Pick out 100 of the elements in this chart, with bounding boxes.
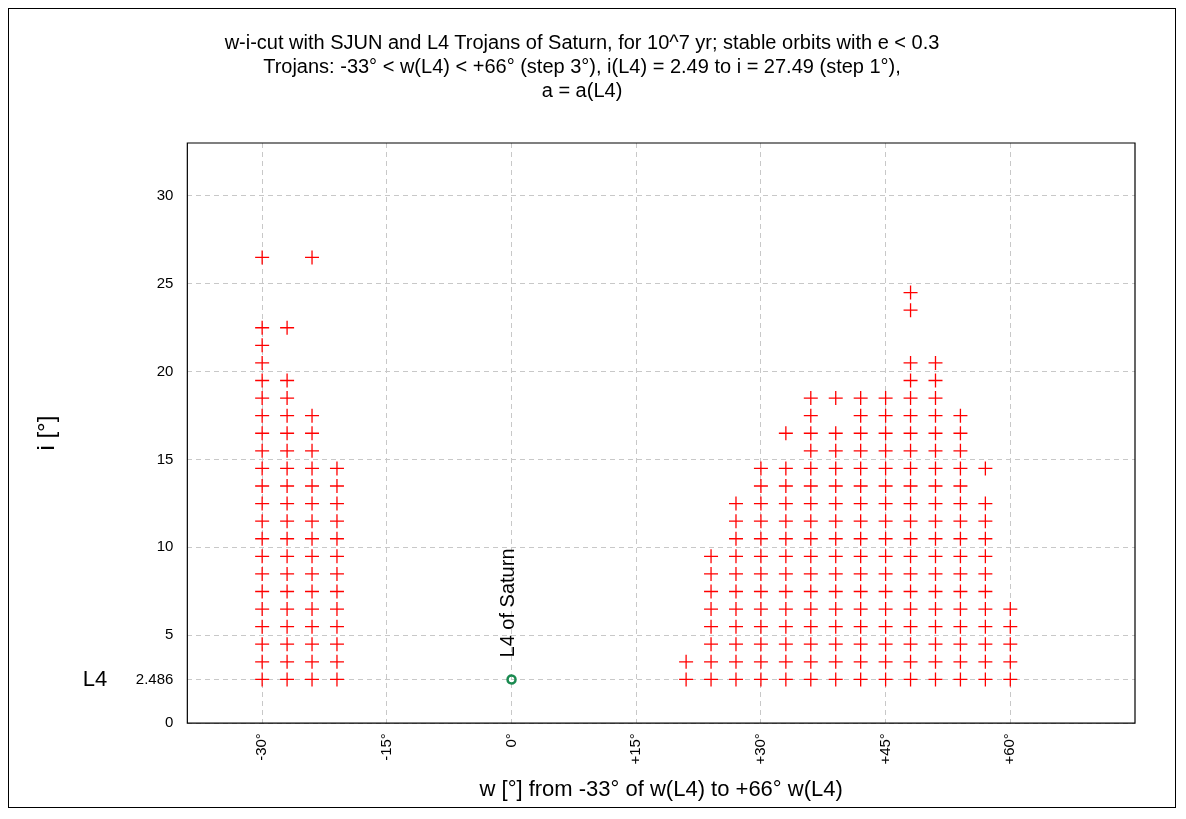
point xyxy=(279,320,295,336)
point xyxy=(853,636,869,652)
y-tick-label: 10 xyxy=(156,537,174,555)
point xyxy=(803,460,819,477)
point xyxy=(329,636,345,652)
point xyxy=(803,495,819,512)
point xyxy=(728,601,744,617)
point xyxy=(927,355,944,371)
point xyxy=(279,513,295,529)
x-tick-label: +30° xyxy=(751,733,769,765)
point xyxy=(254,249,270,266)
point xyxy=(254,390,270,406)
point xyxy=(279,566,295,582)
x-tick-label: 0° xyxy=(501,733,519,748)
point xyxy=(927,601,944,617)
point xyxy=(952,601,969,617)
point xyxy=(828,478,844,494)
point xyxy=(952,408,969,424)
point xyxy=(753,583,769,600)
point xyxy=(254,372,270,389)
point xyxy=(952,495,969,512)
point xyxy=(828,654,844,670)
point xyxy=(778,531,794,547)
point xyxy=(927,443,944,459)
point xyxy=(304,671,320,688)
point xyxy=(977,548,994,564)
point xyxy=(279,443,295,459)
point xyxy=(977,601,994,617)
point xyxy=(853,566,869,582)
point xyxy=(279,478,295,494)
point xyxy=(902,566,919,582)
point xyxy=(877,654,894,670)
point xyxy=(877,443,894,459)
point xyxy=(927,636,944,652)
point xyxy=(803,636,819,652)
point xyxy=(853,654,869,670)
point xyxy=(703,548,719,564)
point xyxy=(329,618,345,635)
x-axis-title: w [°] from -33° of w(L4) to +66° w(L4) xyxy=(478,775,843,801)
point xyxy=(703,654,719,670)
point xyxy=(927,654,944,670)
point xyxy=(828,531,844,547)
point xyxy=(279,654,295,670)
point xyxy=(728,495,744,512)
point xyxy=(254,654,270,670)
point xyxy=(254,337,270,353)
point xyxy=(853,495,869,512)
point xyxy=(877,531,894,547)
point xyxy=(304,425,320,441)
point xyxy=(728,654,744,670)
point xyxy=(753,618,769,635)
point xyxy=(279,495,295,512)
point xyxy=(778,618,794,635)
point xyxy=(952,478,969,494)
point xyxy=(728,566,744,582)
point xyxy=(977,513,994,529)
point xyxy=(1002,601,1018,617)
point xyxy=(803,618,819,635)
point xyxy=(853,460,869,477)
point xyxy=(803,548,819,564)
point xyxy=(778,425,794,441)
point xyxy=(304,513,320,529)
point xyxy=(877,495,894,512)
point xyxy=(254,443,270,459)
point xyxy=(703,671,719,688)
point xyxy=(279,460,295,477)
point xyxy=(753,566,769,582)
point xyxy=(877,460,894,477)
point xyxy=(977,636,994,652)
chart-title: w-i-cut with SJUN and L4 Trojans of Saturn, for 10^7 yr; stable orbits with e < 0.3 Trojans: -33° < w(L4) < +66° (step 3°), i(L4) = 2.49 to i = 27.49 (step 1°), a = a(L4) xyxy=(223,30,940,101)
point xyxy=(952,425,969,441)
point xyxy=(877,566,894,582)
point xyxy=(254,566,270,582)
point xyxy=(828,671,844,688)
point xyxy=(254,583,270,600)
point xyxy=(304,531,320,547)
point xyxy=(902,302,919,318)
point xyxy=(902,548,919,564)
point xyxy=(853,408,869,424)
point xyxy=(902,513,919,529)
point xyxy=(728,618,744,635)
point xyxy=(902,583,919,600)
point xyxy=(778,583,794,600)
point xyxy=(703,601,719,617)
point xyxy=(678,671,694,688)
point xyxy=(952,671,969,688)
point xyxy=(703,618,719,635)
y-tick-label: 0 xyxy=(164,713,174,731)
point xyxy=(803,583,819,600)
point xyxy=(877,601,894,617)
point xyxy=(828,566,844,582)
point xyxy=(828,513,844,529)
point xyxy=(853,583,869,600)
point xyxy=(329,601,345,617)
point xyxy=(952,460,969,477)
point xyxy=(778,495,794,512)
x-tick-label: -15° xyxy=(376,733,394,761)
point xyxy=(803,654,819,670)
point xyxy=(853,478,869,494)
point xyxy=(902,601,919,617)
